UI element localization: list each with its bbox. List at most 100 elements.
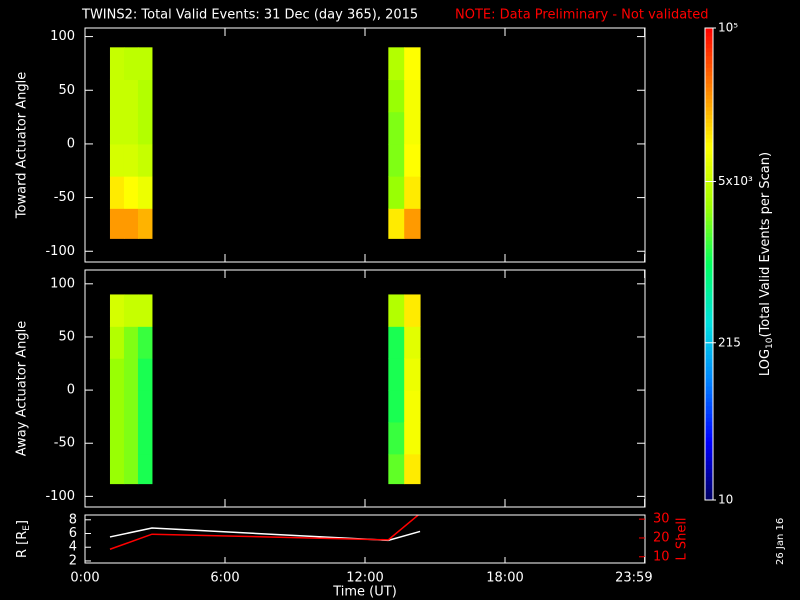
heatmap-cell	[123, 453, 139, 485]
colorbar-swatch	[705, 165, 713, 171]
y-tick-label: 4	[69, 540, 77, 555]
colorbar-swatch	[705, 67, 713, 72]
colorbar-swatch	[705, 224, 713, 230]
colorbar-swatch	[705, 378, 713, 383]
colorbar-swatch	[705, 256, 713, 261]
colorbar-swatch	[705, 397, 713, 403]
colorbar-swatch	[705, 244, 713, 249]
y2-tick-label: 20	[653, 530, 670, 545]
colorbar-swatch	[705, 122, 713, 127]
y-axis-label: Away Actuator Angle	[15, 321, 30, 456]
heatmap-cell	[388, 390, 405, 423]
heatmap-cell	[109, 453, 125, 485]
colorbar-swatch	[705, 114, 713, 119]
colorbar-swatch	[705, 389, 713, 395]
colorbar-swatch	[705, 374, 713, 379]
colorbar-swatch	[705, 201, 713, 206]
colorbar-swatch	[705, 484, 713, 489]
colorbar-swatch	[705, 405, 713, 411]
y-axis-label-part: R [R	[15, 531, 30, 558]
x-tick-label: 6:00	[210, 571, 239, 586]
colorbar-swatch	[705, 283, 713, 289]
colorbar-swatch	[705, 142, 713, 147]
heatmap-cell	[123, 47, 139, 81]
heatmap-cell	[137, 326, 153, 359]
heatmap-cell	[137, 294, 153, 327]
colorbar-swatch	[705, 51, 713, 57]
colorbar-swatch	[705, 295, 713, 300]
colorbar-swatch	[705, 437, 713, 442]
colorbar-swatch	[705, 448, 713, 454]
colorbar-swatch	[705, 220, 713, 226]
heatmap-cell	[123, 294, 139, 327]
y-tick-label: 6	[69, 526, 77, 541]
heatmap-cell	[123, 421, 139, 455]
colorbar-swatch	[705, 264, 713, 269]
colorbar-swatch	[705, 39, 713, 45]
colorbar-swatch	[705, 267, 713, 273]
colorbar-swatch	[705, 433, 713, 438]
colorbar-swatch	[705, 279, 713, 285]
colorbar-swatch	[705, 161, 713, 167]
heatmap-cell	[404, 176, 421, 209]
heatmap-cell	[123, 176, 139, 209]
colorbar-swatch	[705, 189, 713, 194]
heatmap-cell	[404, 326, 421, 359]
colorbar-swatch	[705, 468, 713, 473]
colorbar-swatch	[705, 177, 713, 182]
heatmap-cell	[137, 453, 153, 485]
heatmap-cell	[109, 358, 125, 391]
x-axis-label: Time (UT)	[332, 585, 397, 600]
x-tick-label: 18:00	[486, 571, 523, 586]
heatmap-cell	[137, 143, 153, 177]
colorbar-swatch	[705, 338, 713, 344]
heatmap-cell	[109, 79, 125, 113]
heatmap-cell	[404, 453, 421, 485]
colorbar-swatch	[705, 444, 713, 450]
heatmap-cell	[388, 421, 405, 455]
colorbar-swatch	[705, 28, 713, 33]
heatmap-cell	[109, 208, 125, 239]
colorbar-swatch	[705, 401, 713, 407]
colorbar-swatch	[705, 173, 713, 178]
heatmap-cell	[388, 358, 405, 391]
colorbar-swatch	[705, 228, 713, 234]
heatmap-cell	[388, 111, 405, 145]
colorbar-swatch	[705, 362, 713, 367]
colorbar-swatch	[705, 47, 713, 53]
y-tick-label: 100	[50, 276, 75, 291]
note: NOTE: Data Preliminary - Not validated	[455, 8, 709, 23]
y2-tick-label: 30	[653, 512, 670, 527]
colorbar-tick-label: 10	[718, 493, 733, 507]
colorbar-swatch	[705, 311, 713, 316]
colorbar-swatch	[705, 452, 713, 458]
colorbar-tick-label: 10⁵	[718, 21, 738, 35]
colorbar-swatch	[705, 205, 713, 210]
colorbar-swatch	[705, 346, 713, 352]
colorbar-swatch	[705, 55, 713, 60]
colorbar-swatch	[705, 342, 713, 348]
colorbar-swatch	[705, 350, 713, 355]
heatmap-cell	[109, 176, 125, 209]
colorbar-swatch	[705, 35, 713, 41]
colorbar-swatch	[705, 31, 713, 37]
heatmap-cell	[123, 390, 139, 423]
colorbar-swatch	[705, 110, 713, 116]
colorbar-swatch	[705, 319, 713, 324]
heatmap-cell	[404, 421, 421, 455]
y-tick-label: -100	[45, 244, 75, 259]
colorbar-swatch	[705, 271, 713, 277]
y-tick-label: -50	[54, 436, 75, 451]
heatmap-cell	[123, 358, 139, 391]
colorbar-swatch	[705, 315, 713, 320]
y-tick-label: -100	[45, 489, 75, 504]
colorbar-swatch	[705, 354, 713, 359]
colorbar-swatch	[705, 43, 713, 49]
colorbar-label-part: LOG	[758, 349, 773, 376]
colorbar-swatch	[705, 409, 713, 414]
colorbar-swatch	[705, 185, 713, 190]
heatmap-cell	[109, 294, 125, 327]
heatmap-cell	[109, 326, 125, 359]
line	[109, 527, 421, 542]
colorbar-swatch	[705, 118, 713, 123]
